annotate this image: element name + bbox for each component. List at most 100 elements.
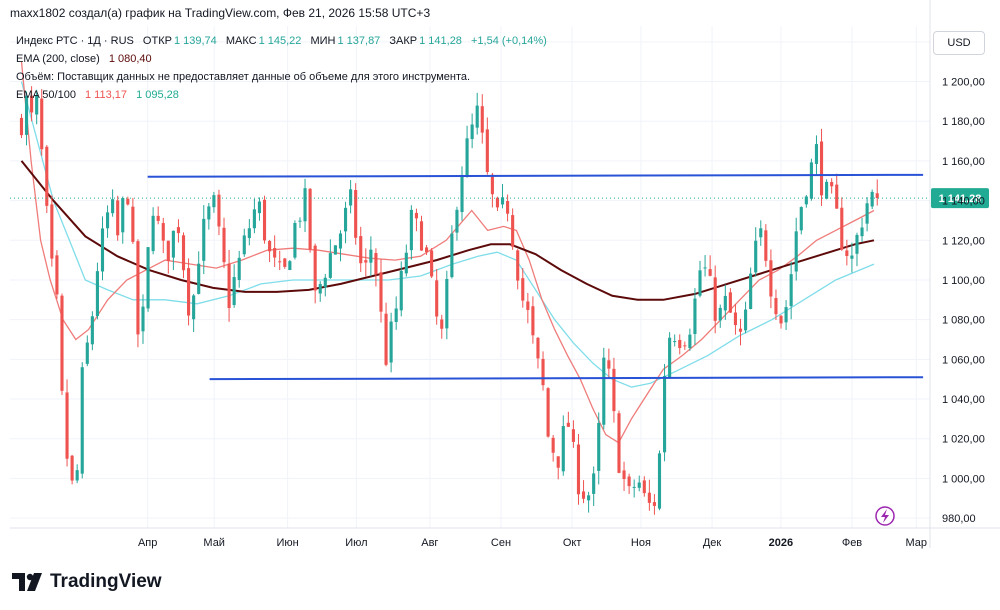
- tradingview-logo[interactable]: TradingView: [12, 571, 162, 593]
- candle-body: [632, 486, 636, 488]
- candle-body: [830, 182, 834, 187]
- candle-body: [804, 196, 808, 205]
- candle-body: [90, 316, 94, 345]
- candle: [460, 166, 464, 221]
- candle-body: [111, 199, 115, 214]
- candle: [338, 230, 343, 262]
- legend-ema-label: EMA 50/100: [16, 89, 76, 101]
- candle: [298, 217, 302, 228]
- price-axis[interactable]: 980,00 1 000,00 1 020,00 1 040,00 1 060,00 1 …: [929, 0, 985, 548]
- candle: [318, 281, 322, 302]
- currency-button[interactable]: USD: [933, 31, 985, 55]
- candle-body: [485, 129, 489, 172]
- last-price-line: 1 141,28: [10, 188, 989, 209]
- legend-low-label: МИН: [310, 35, 336, 47]
- time-axis[interactable]: Апр Май Июн Июл Авг Сен Окт Ноя Дек 2026 Фев Мар: [10, 527, 1000, 549]
- candle: [749, 267, 753, 310]
- candle: [131, 197, 135, 244]
- candle: [252, 198, 256, 234]
- candle: [678, 334, 682, 355]
- candle-body: [354, 190, 358, 238]
- price-tick-label: 1 080,00: [942, 315, 985, 327]
- candle-body: [70, 455, 74, 481]
- candle: [303, 178, 307, 233]
- legend-change: +1,54 (+0,14%): [471, 35, 547, 47]
- candle-body: [723, 295, 727, 311]
- candle-body: [774, 298, 778, 315]
- candle: [708, 255, 712, 277]
- legend-symbol[interactable]: Индекс РТС · 1Д · RUS: [16, 35, 134, 47]
- candle-body: [475, 105, 479, 128]
- candle: [774, 289, 778, 321]
- candle-body: [460, 174, 464, 213]
- candle: [55, 250, 59, 300]
- candle-body: [136, 241, 140, 335]
- candle: [804, 194, 808, 208]
- candle-body: [622, 470, 626, 480]
- candle-body: [551, 437, 555, 453]
- trendline-lower-support[interactable]: [209, 376, 924, 381]
- lightning-icon[interactable]: [875, 506, 895, 526]
- candle-body: [121, 198, 125, 233]
- candle-body: [283, 258, 287, 267]
- candle-body: [738, 328, 743, 332]
- candle-body: [151, 215, 155, 252]
- candle-body: [561, 426, 565, 472]
- candle-body: [875, 193, 879, 199]
- price-tick-label: 1 140,00: [942, 196, 985, 208]
- candle-body: [369, 249, 373, 263]
- candle: [217, 189, 221, 236]
- candle: [445, 270, 449, 340]
- candle: [703, 255, 707, 277]
- candle: [379, 259, 383, 323]
- chart-header: maxx1802 создал(а) график на TradingView…: [10, 6, 431, 20]
- trendline-upper-resistance[interactable]: [147, 173, 924, 178]
- trendlines[interactable]: [147, 173, 924, 381]
- candle-body: [85, 342, 89, 364]
- candle-body: [465, 138, 469, 177]
- candle: [151, 207, 155, 255]
- candle: [176, 219, 181, 243]
- time-tick-label: Сен: [491, 537, 511, 549]
- candle: [551, 435, 555, 462]
- candle: [35, 89, 39, 125]
- candle: [90, 311, 94, 351]
- candle: [865, 197, 869, 232]
- candle: [100, 216, 105, 281]
- candle: [161, 217, 165, 254]
- time-tick-label: Июл: [345, 537, 367, 549]
- candle: [855, 232, 859, 267]
- candle: [323, 273, 327, 297]
- candle-body: [652, 502, 656, 506]
- candle-body: [379, 272, 383, 312]
- candle: [202, 205, 206, 275]
- candle: [308, 187, 312, 253]
- candle: [70, 454, 74, 485]
- candle: [313, 243, 317, 304]
- candle-body: [60, 295, 64, 391]
- candle: [30, 86, 34, 122]
- candle: [440, 314, 444, 339]
- candle: [607, 348, 611, 378]
- candle: [733, 303, 738, 335]
- candle: [40, 89, 44, 156]
- price-tick-label: 1 000,00: [942, 473, 985, 485]
- legend-close-label: ЗАКР: [389, 35, 418, 47]
- candle-body: [769, 260, 773, 297]
- legend-ema-row[interactable]: EMA 50/100 1 113,17 1 095,28: [16, 86, 547, 104]
- candle-body: [754, 240, 758, 273]
- candle: [597, 412, 601, 485]
- legend-ema200-row[interactable]: EMA (200, close) 1 080,40: [16, 50, 547, 68]
- candle-body: [338, 233, 343, 249]
- candle-body: [546, 388, 550, 437]
- candle: [343, 201, 348, 244]
- candle-body: [470, 124, 474, 140]
- candle: [693, 288, 697, 345]
- candle-body: [789, 274, 793, 307]
- candle-body: [24, 96, 29, 135]
- candle: [723, 284, 727, 320]
- candle: [328, 239, 332, 279]
- candle-body: [95, 271, 99, 317]
- ema50-line: [20, 61, 875, 444]
